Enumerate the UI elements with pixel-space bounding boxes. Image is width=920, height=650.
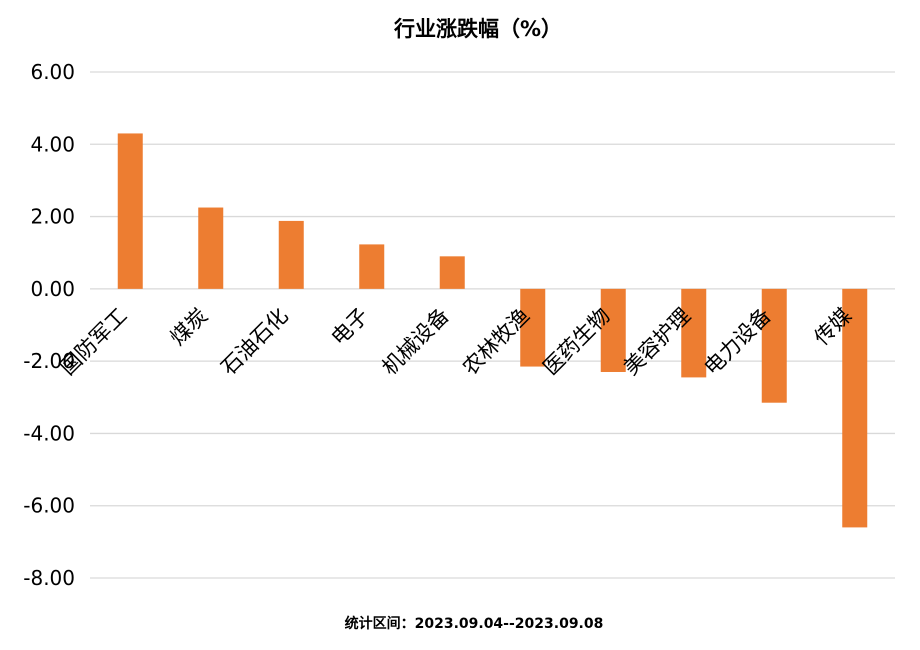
- bar: [681, 288, 707, 378]
- chart-footnote: 统计区间：2023.09.04--2023.09.08: [345, 615, 604, 632]
- bar: [117, 133, 143, 289]
- bar: [198, 207, 224, 289]
- y-tick-label: -8.00: [23, 566, 75, 590]
- bar: [439, 256, 465, 289]
- bar: [520, 288, 546, 367]
- y-tick-label: -2.00: [23, 349, 75, 373]
- category-labels: 国防军工 煤炭 石油石化 电子 机械设备 农林牧渔 医药生物 美容护理 电力设备 传媒: [55, 303, 856, 379]
- y-tick-label: 6.00: [30, 60, 75, 84]
- y-tick-label: 2.00: [30, 205, 75, 229]
- gridlines: [90, 71, 895, 579]
- category-label: 煤炭: [166, 303, 213, 350]
- y-tick-label: -6.00: [23, 494, 75, 518]
- y-tick-label: 0.00: [30, 277, 75, 301]
- bar: [359, 244, 385, 289]
- bar: [278, 220, 304, 289]
- chart-title: 行业涨跌幅（%）: [393, 17, 562, 41]
- y-tick-label: 4.00: [30, 132, 75, 156]
- y-axis-tick-labels: 6.00 4.00 2.00 0.00 -2.00 -4.00 -6.00 -8.00: [23, 60, 75, 590]
- bar: [761, 288, 787, 403]
- y-tick-label: -4.00: [23, 421, 75, 445]
- category-label: 国防军工: [55, 303, 131, 379]
- bar: [600, 288, 626, 372]
- category-label: 电子: [327, 303, 374, 350]
- bar: [842, 288, 868, 528]
- bars: [117, 133, 868, 528]
- category-label: 石油石化: [216, 303, 292, 379]
- category-label: 机械设备: [377, 303, 453, 379]
